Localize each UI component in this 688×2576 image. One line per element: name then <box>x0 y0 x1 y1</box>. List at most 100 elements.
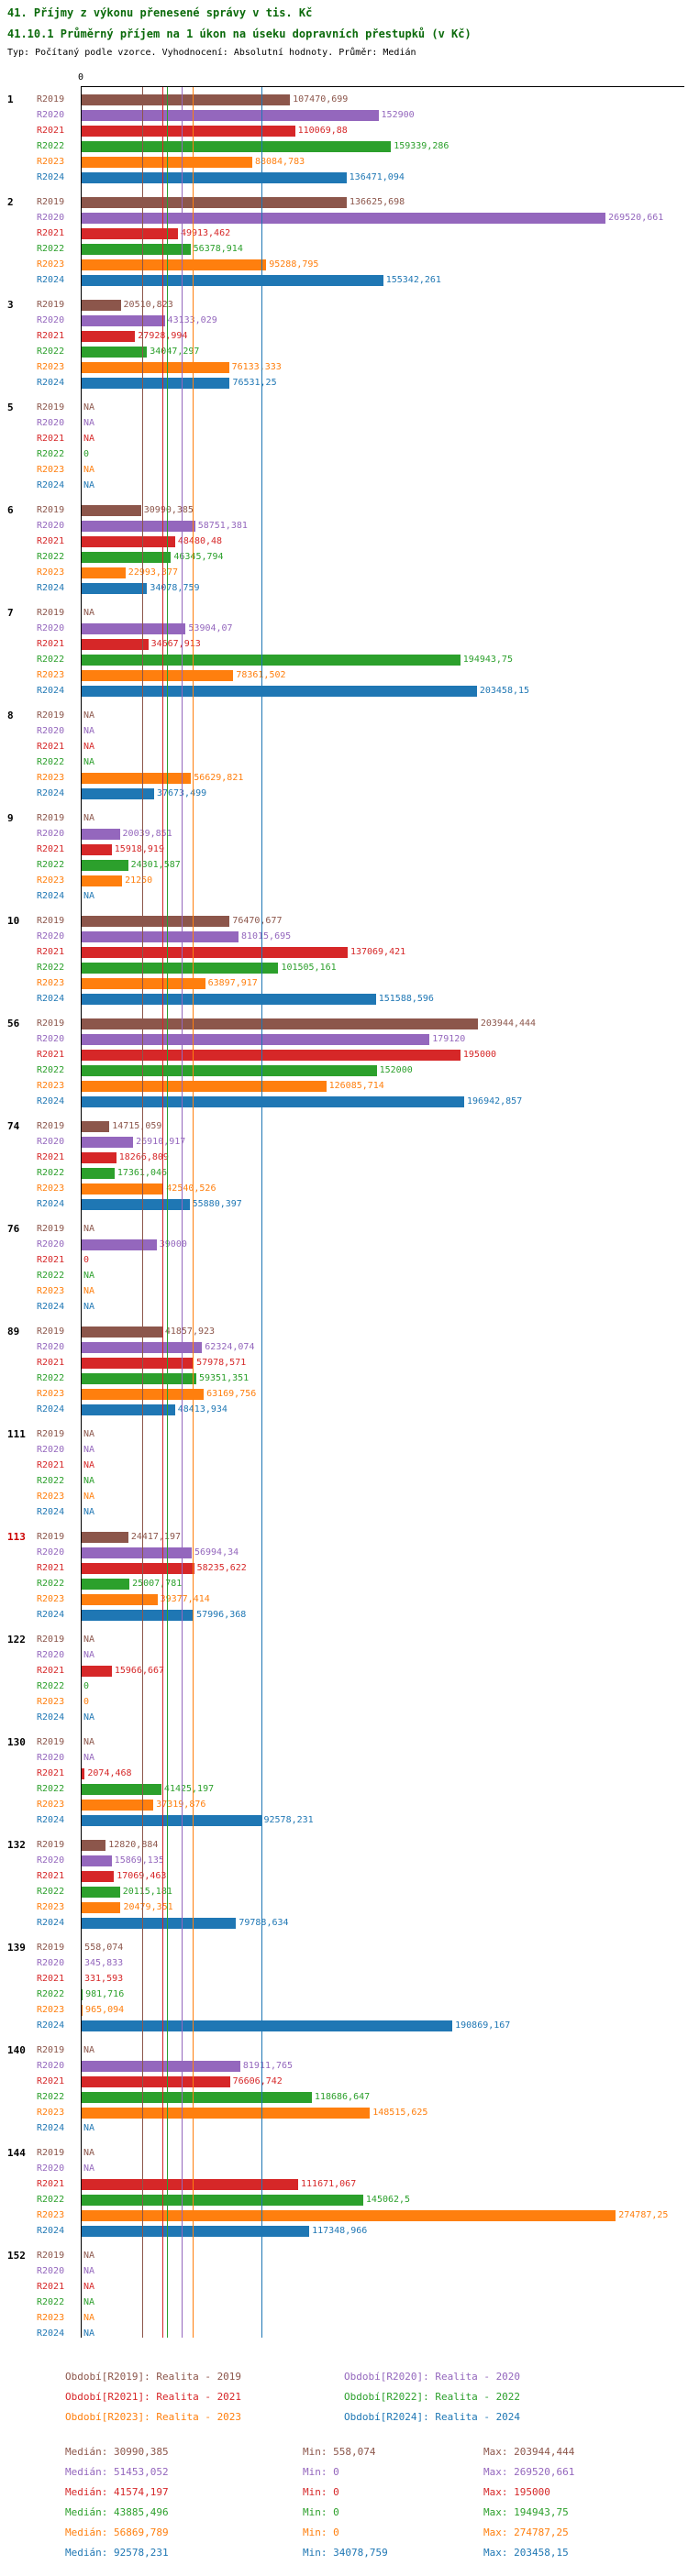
value-bar <box>81 1388 205 1400</box>
value-label: 58235,622 <box>196 1563 247 1573</box>
group-id-label: 2 <box>7 196 14 208</box>
value-label: 101505,161 <box>281 963 337 973</box>
bar-group-140: 140 R2019 NA R2020 81911,765 R2021 76606,742 R2… <box>7 2042 684 2145</box>
value-label: 48413,934 <box>177 1404 227 1415</box>
year-label: R2023 <box>37 1389 65 1399</box>
value-label: 0 <box>83 1681 90 1691</box>
bar-row: R2019 14715,059 <box>37 1118 684 1134</box>
bar-track: 107470,699 <box>81 94 684 105</box>
year-label: R2022 <box>37 655 65 665</box>
bar-row: R2019 24417,197 <box>37 1529 684 1545</box>
bar-track: 46345,794 <box>81 551 684 563</box>
value-bar <box>81 1151 117 1163</box>
bar-track: 111671,067 <box>81 2178 684 2190</box>
legend-item-R2019: Období[R2019]: Realita - 2019 <box>65 2371 242 2383</box>
year-label: R2020 <box>37 1547 65 1558</box>
value-label: NA <box>83 2251 95 2261</box>
bar-track: 55880,397 <box>81 1198 684 1210</box>
value-label: NA <box>83 2297 95 2307</box>
bar-track: NA <box>81 756 684 768</box>
value-label: 190869,167 <box>455 2020 511 2031</box>
bar-row: R2019 107470,699 <box>37 92 684 107</box>
value-label: NA <box>83 1224 95 1234</box>
year-label: R2021 <box>37 1666 65 1676</box>
value-label: 63169,756 <box>206 1389 257 1399</box>
bar-row: R2023 NA <box>37 1489 684 1504</box>
year-label: R2021 <box>37 1460 65 1470</box>
year-label: R2023 <box>37 2313 65 2323</box>
bar-track: NA <box>81 741 684 753</box>
year-label: R2019 <box>37 505 65 515</box>
bar-track: NA <box>81 1428 684 1440</box>
value-label: NA <box>83 2123 95 2133</box>
bar-row: R2024 203458,15 <box>37 683 684 699</box>
year-label: R2023 <box>37 1697 65 1707</box>
year-label: R2019 <box>37 402 65 413</box>
value-label: 137069,421 <box>350 947 406 957</box>
year-label: R2021 <box>37 2179 65 2189</box>
bar-track: 194943,75 <box>81 654 684 666</box>
bar-track: 81911,765 <box>81 2060 684 2072</box>
value-label: 30990,385 <box>143 505 194 515</box>
value-label: 76470,677 <box>232 916 283 926</box>
value-bar <box>81 109 379 121</box>
value-bar <box>81 346 148 358</box>
value-bar <box>81 1870 115 1882</box>
group-id-label: 132 <box>7 1839 26 1851</box>
value-label: 15966,667 <box>114 1666 165 1676</box>
value-bar <box>81 1064 377 1076</box>
group-id-label: 152 <box>7 2250 26 2262</box>
bar-track: 26910,917 <box>81 1136 684 1148</box>
bar-row: R2019 30990,385 <box>37 502 684 518</box>
year-label: R2021 <box>37 639 65 649</box>
group-id-label: 10 <box>7 915 20 927</box>
year-label: R2020 <box>37 2266 65 2276</box>
bar-track: 39000 <box>81 1238 684 1250</box>
bar-row: R2021 58235,622 <box>37 1560 684 1576</box>
bar-row: R2019 41857,923 <box>37 1324 684 1339</box>
bar-row: R2020 15869,135 <box>37 1853 684 1868</box>
value-label: NA <box>83 418 95 428</box>
year-label: R2024 <box>37 1610 65 1620</box>
bar-row: R2023 63897,917 <box>37 975 684 991</box>
year-label: R2024 <box>37 1199 65 1209</box>
bar-row: R2020 43133,029 <box>37 313 684 328</box>
year-label: R2021 <box>37 2076 65 2086</box>
value-bar <box>81 299 121 311</box>
group-id-label: 130 <box>7 1736 26 1748</box>
bar-row: R2024 NA <box>37 888 684 904</box>
value-bar <box>81 1942 83 1954</box>
value-label: 48480,48 <box>177 536 223 546</box>
group-id-label: 5 <box>7 402 14 413</box>
bar-row: R2022 118686,647 <box>37 2089 684 2105</box>
bar-track: NA <box>81 1752 684 1764</box>
bar-row: R2024 NA <box>37 1299 684 1315</box>
bar-row: R2022 152000 <box>37 1062 684 1078</box>
bar-row: R2024 151588,596 <box>37 991 684 1007</box>
bar-row: R2024 57996,368 <box>37 1607 684 1623</box>
value-bar <box>81 2225 310 2237</box>
bar-track: 76133,333 <box>81 361 684 373</box>
value-label: 194943,75 <box>462 655 513 665</box>
bar-track: 118686,647 <box>81 2091 684 2103</box>
bar-track: 27928,994 <box>81 330 684 342</box>
value-label: 117348,966 <box>312 2226 368 2236</box>
bar-track: 34047,297 <box>81 346 684 358</box>
bar-group-152: 152 R2019 NA R2020 NA R2021 NA R2022 NA R2023 NA R2… <box>7 2248 684 2350</box>
legend-item-R2021: Období[R2021]: Realita - 2021 <box>65 2391 242 2403</box>
bar-row: R2019 NA <box>37 1632 684 1647</box>
value-label: 0 <box>83 449 90 459</box>
bar-track: NA <box>81 2281 684 2293</box>
value-label: 55880,397 <box>192 1199 242 1209</box>
bar-row: R2020 62324,074 <box>37 1339 684 1355</box>
group-rows: R2019 30990,385 R2020 58751,381 R2021 48480,4… <box>37 502 684 596</box>
value-label: 269520,661 <box>608 213 664 223</box>
group-id-label: 89 <box>7 1326 20 1338</box>
bar-row: R2022 NA <box>37 2295 684 2310</box>
bar-group-122: 122 R2019 NA R2020 NA R2021 15966,667 R2022 0 R20… <box>7 1632 684 1734</box>
bar-track: 34078,759 <box>81 582 684 594</box>
group-rows: R2019 NA R2020 20039,851 R2021 15918,919 R2022… <box>37 810 684 904</box>
year-label: R2019 <box>37 1224 65 1234</box>
year-label: R2022 <box>37 552 65 562</box>
bar-track: 12820,884 <box>81 1839 684 1851</box>
